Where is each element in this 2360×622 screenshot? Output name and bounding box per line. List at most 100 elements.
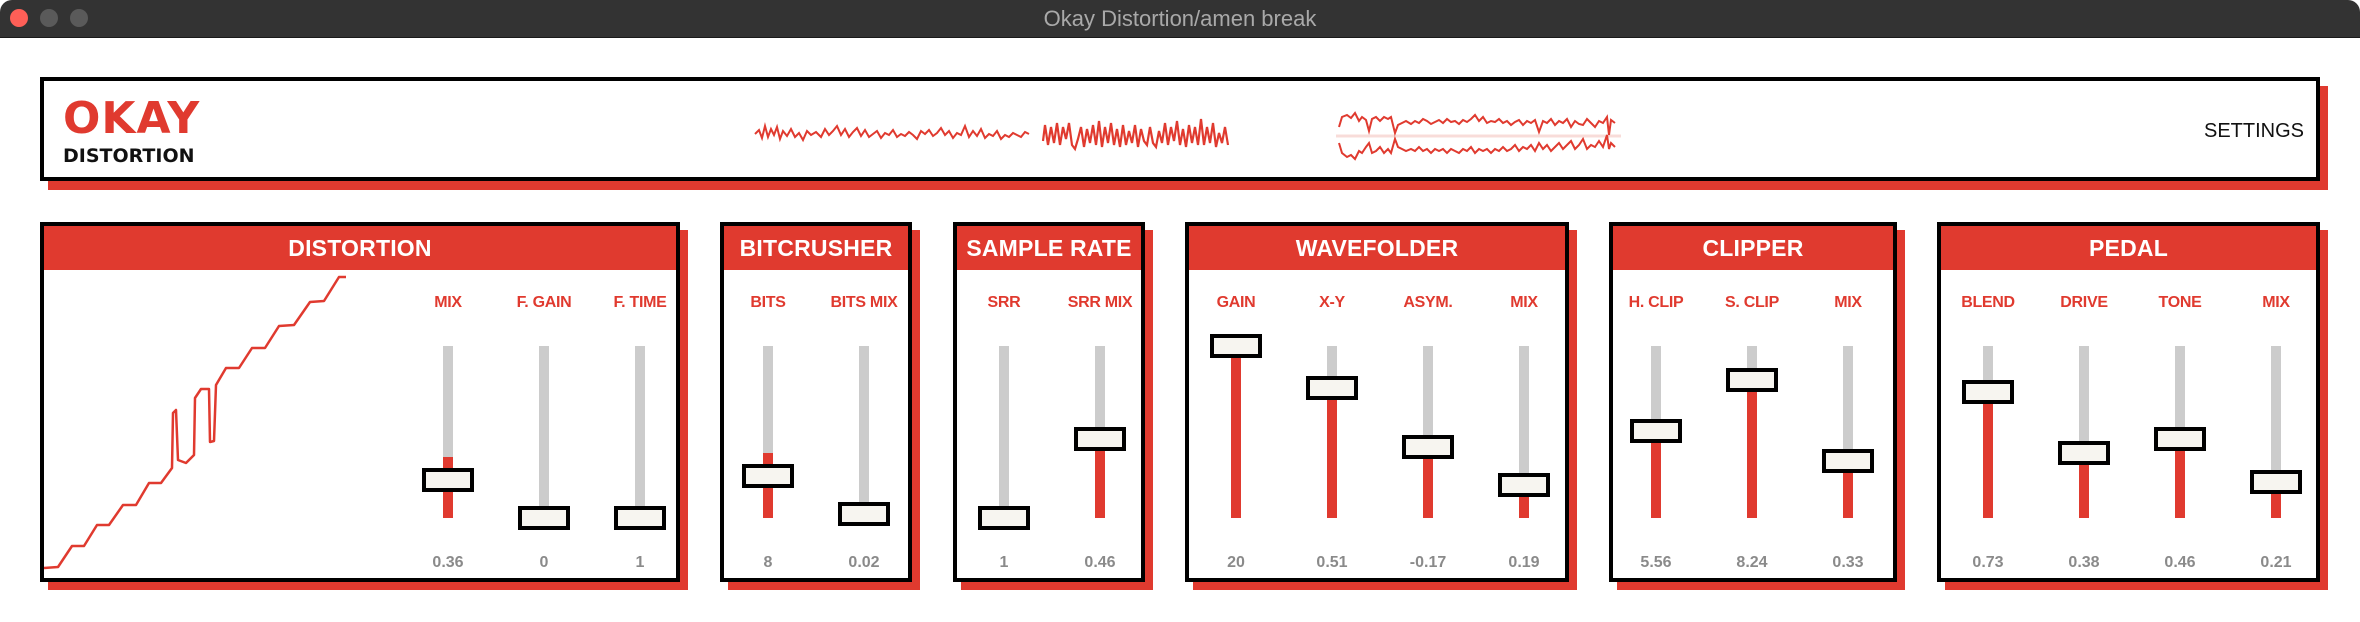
- gain-slider-track[interactable]: [1231, 346, 1241, 518]
- mix-slider-track[interactable]: [443, 346, 453, 518]
- window-titlebar: Okay Distortion/amen break: [0, 0, 2360, 38]
- f-time-slider-thumb[interactable]: [614, 506, 666, 530]
- bits-mix-slider-thumb[interactable]: [838, 502, 890, 526]
- control-gain: GAIN 20: [1188, 270, 1284, 582]
- control-value: 1: [635, 554, 645, 571]
- control-value: 0.73: [1972, 554, 2004, 571]
- pedal-mix-slider-thumb[interactable]: [2250, 470, 2302, 494]
- bits-slider-track[interactable]: [763, 346, 773, 518]
- waveform-display[interactable]: [751, 87, 1621, 179]
- control-x-y: X-Y 0.51: [1284, 270, 1380, 582]
- control-h-clip: H. CLIP 5.56: [1608, 270, 1704, 582]
- slider-fill: [1651, 431, 1661, 518]
- control-value: 20: [1227, 554, 1245, 571]
- srr-mix-slider-thumb[interactable]: [1074, 427, 1126, 451]
- control-value: 0: [539, 554, 549, 571]
- control-label: S. CLIP: [1725, 294, 1779, 311]
- wavefolder-mix-slider-track[interactable]: [1519, 346, 1529, 518]
- control-label: X-Y: [1319, 294, 1345, 311]
- panel-title: PEDAL: [1941, 226, 2316, 270]
- bits-slider-thumb[interactable]: [742, 464, 794, 488]
- settings-button[interactable]: SETTINGS: [2203, 120, 2304, 142]
- sample-rate-panel: SAMPLE RATE SRR 1 SRR MIX 0.46: [953, 222, 1145, 582]
- slider-fill: [1327, 388, 1337, 518]
- tone-slider-thumb[interactable]: [2154, 427, 2206, 451]
- bits-mix-slider-track[interactable]: [859, 346, 869, 518]
- transfer-curve-display: [44, 275, 346, 570]
- slider-fill: [1423, 447, 1433, 518]
- control-f-time: F. TIME 1: [592, 270, 688, 582]
- control-label: SRR: [987, 294, 1021, 311]
- control-label: H. CLIP: [1628, 294, 1684, 311]
- control-value: 0.46: [2164, 554, 2196, 571]
- gain-slider-thumb[interactable]: [1210, 334, 1262, 358]
- control-label: SRR MIX: [1067, 294, 1133, 311]
- pedal-panel: PEDAL BLEND 0.73 DRIVE 0.38 TONE 0.46 MI…: [1937, 222, 2320, 582]
- f-gain-slider-thumb[interactable]: [518, 506, 570, 530]
- pedal-mix-slider-track[interactable]: [2271, 346, 2281, 518]
- control-label: MIX: [1510, 294, 1538, 311]
- blend-slider-track[interactable]: [1983, 346, 1993, 518]
- s-clip-slider-thumb[interactable]: [1726, 368, 1778, 392]
- control-value: 1: [999, 554, 1009, 571]
- slider-fill: [2271, 482, 2281, 518]
- control-blend: BLEND 0.73: [1940, 270, 2036, 582]
- control-label: MIX: [1834, 294, 1862, 311]
- slider-fill: [1095, 439, 1105, 518]
- control-clipper-mix: MIX 0.33: [1800, 270, 1896, 582]
- window-title: Okay Distortion/amen break: [1043, 6, 1317, 31]
- control-asym: ASYM. -0.17: [1380, 270, 1476, 582]
- srr-slider-thumb[interactable]: [978, 506, 1030, 530]
- control-value: 0.46: [1084, 554, 1116, 571]
- control-label: ASYM.: [1403, 294, 1453, 311]
- clipper-mix-slider-thumb[interactable]: [1822, 449, 1874, 473]
- asym-slider-thumb[interactable]: [1402, 435, 1454, 459]
- maximize-window-icon[interactable]: [70, 9, 88, 27]
- control-label: BLEND: [1961, 294, 2015, 311]
- control-mix: MIX 0.36: [400, 270, 496, 582]
- slider-fill: [1843, 461, 1853, 518]
- logo-okay: OKAY: [63, 93, 201, 144]
- control-drive: DRIVE 0.38: [2036, 270, 2132, 582]
- control-label: TONE: [2158, 294, 2202, 311]
- header-panel: OKAY DISTORTION SETTINGS: [40, 77, 2320, 181]
- control-label: GAIN: [1216, 294, 1256, 311]
- x-y-slider-track[interactable]: [1327, 346, 1337, 518]
- control-label: MIX: [2262, 294, 2290, 311]
- close-window-icon[interactable]: [10, 9, 28, 27]
- drive-slider-thumb[interactable]: [2058, 441, 2110, 465]
- logo-distortion: DISTORTION: [63, 145, 195, 167]
- drive-slider-track[interactable]: [2079, 346, 2089, 518]
- mix-slider-thumb[interactable]: [422, 468, 474, 492]
- slider-fill: [1983, 392, 1993, 518]
- slider-fill: [2079, 453, 2089, 518]
- wavefolder-panel: WAVEFOLDER GAIN 20 X-Y 0.51 ASYM. -0.17 …: [1185, 222, 1569, 582]
- minimize-window-icon[interactable]: [40, 9, 58, 27]
- slider-fill: [1519, 485, 1529, 518]
- panel-title: SAMPLE RATE: [957, 226, 1141, 270]
- control-value: 8.24: [1736, 554, 1768, 571]
- s-clip-slider-track[interactable]: [1747, 346, 1757, 518]
- f-time-slider-track[interactable]: [635, 346, 645, 518]
- control-value: 0.19: [1508, 554, 1540, 571]
- blend-slider-thumb[interactable]: [1962, 380, 2014, 404]
- x-y-slider-thumb[interactable]: [1306, 376, 1358, 400]
- control-value: 8: [763, 554, 773, 571]
- control-s-clip: S. CLIP 8.24: [1704, 270, 1800, 582]
- f-gain-slider-track[interactable]: [539, 346, 549, 518]
- control-label: F. TIME: [613, 294, 667, 311]
- distortion-panel: DISTORTION MIX 0.36 F. GAIN 0 F. TIME 1: [40, 222, 680, 582]
- control-value: 0.33: [1832, 554, 1864, 571]
- control-srr-mix: SRR MIX 0.46: [1052, 270, 1148, 582]
- panel-title: BITCRUSHER: [724, 226, 908, 270]
- panel-title: DISTORTION: [44, 226, 676, 270]
- clipper-mix-slider-track[interactable]: [1843, 346, 1853, 518]
- control-value: 5.56: [1640, 554, 1672, 571]
- wavefolder-mix-slider-thumb[interactable]: [1498, 473, 1550, 497]
- srr-slider-track[interactable]: [999, 346, 1009, 518]
- asym-slider-track[interactable]: [1423, 346, 1433, 518]
- control-f-gain: F. GAIN 0: [496, 270, 592, 582]
- h-clip-slider-thumb[interactable]: [1630, 419, 1682, 443]
- clipper-panel: CLIPPER H. CLIP 5.56 S. CLIP 8.24 MIX 0.…: [1609, 222, 1897, 582]
- control-value: 0.21: [2260, 554, 2292, 571]
